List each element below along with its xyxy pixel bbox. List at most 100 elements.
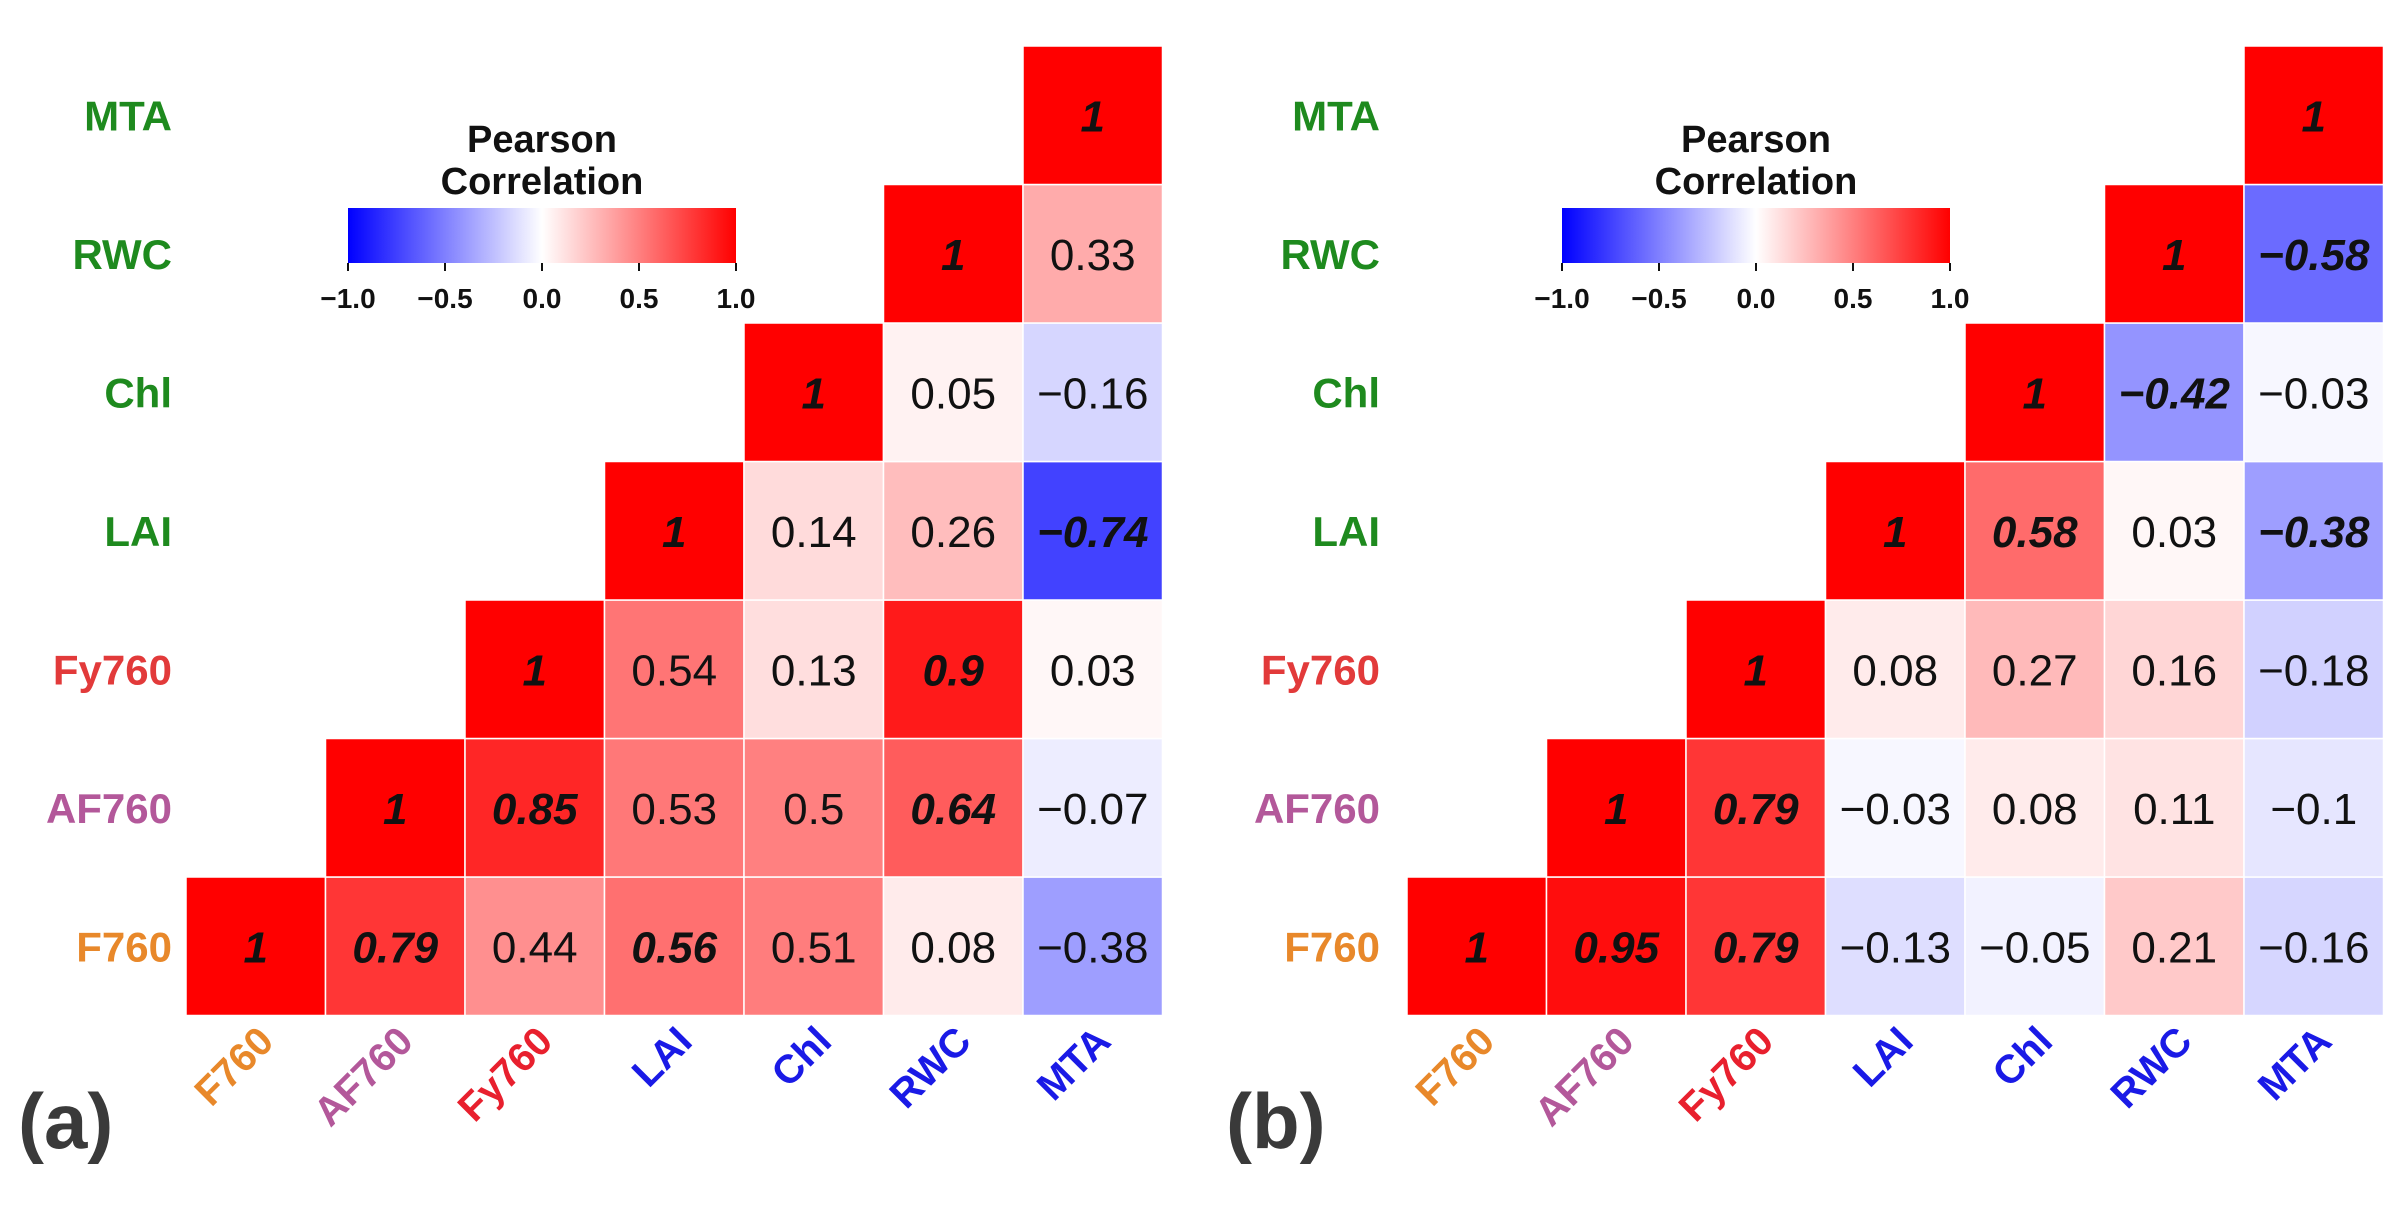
cell-value-label: 0.03 xyxy=(1050,646,1136,695)
cell-value-label: −0.18 xyxy=(2258,646,2369,695)
x-tick-label: LAI xyxy=(624,1019,701,1096)
cell-value-label: 0.21 xyxy=(2131,923,2217,972)
cell-value-label: −0.03 xyxy=(2258,369,2369,418)
y-tick-label: LAI xyxy=(104,508,172,555)
cell-value-label: 1 xyxy=(802,369,826,418)
cell-value-label: 0.13 xyxy=(771,646,857,695)
cell-value-label: −0.38 xyxy=(1037,923,1148,972)
heatmap-cell xyxy=(603,737,745,878)
colorbar-title-line1: Pearson xyxy=(467,119,617,161)
cell-value-label: 1 xyxy=(1744,646,1768,695)
cell-value-label: 1 xyxy=(662,508,686,557)
colorbar xyxy=(348,208,736,263)
heatmap-cell xyxy=(882,460,1024,601)
y-tick-label: LAI xyxy=(1312,508,1380,555)
cell-value-label: 0.79 xyxy=(1713,785,1799,834)
x-tick-label: F760 xyxy=(1408,1019,1504,1115)
cell-value-label: 0.14 xyxy=(771,508,857,557)
heatmap-cell xyxy=(2243,599,2385,740)
cell-value-label: 0.5 xyxy=(783,785,844,834)
heatmap-cell xyxy=(603,599,745,740)
cell-value-label: 0.08 xyxy=(910,923,996,972)
cell-value-label: 0.33 xyxy=(1050,231,1136,280)
cell-value-label: 0.44 xyxy=(492,923,578,972)
y-tick-label: RWC xyxy=(72,231,172,278)
cell-value-label: 0.03 xyxy=(2131,508,2217,557)
cell-value-label: 1 xyxy=(1883,508,1907,557)
panel-0: 1 0.79 0.44 0.56 0.51 0.08 −0.381 0.85 0.53 0.5 0.… xyxy=(18,45,1164,1165)
cell-value-label: 1 xyxy=(2302,92,2326,141)
cell-value-label: −0.58 xyxy=(2258,231,2370,280)
colorbar-tick-label: −1.0 xyxy=(1534,283,1589,314)
heatmap-cell xyxy=(185,876,327,1017)
colorbar-tick-label: 0.0 xyxy=(1737,283,1776,314)
colorbar-tick-label: −1.0 xyxy=(320,283,375,314)
heatmap-cell xyxy=(1964,322,2106,463)
heatmap-cell xyxy=(743,460,885,601)
heatmap-cell xyxy=(464,599,606,740)
colorbar-tick-label: 1.0 xyxy=(1931,283,1970,314)
heatmap-cell xyxy=(1022,876,1164,1017)
x-tick-label: LAI xyxy=(1845,1019,1922,1096)
heatmap-cell xyxy=(1545,737,1687,878)
cell-value-label: −0.38 xyxy=(2258,508,2370,557)
heatmap-cell xyxy=(1406,876,1548,1017)
heatmap-cell xyxy=(1022,322,1164,463)
cell-value-label: 0.27 xyxy=(1992,646,2078,695)
cell-value-label: 0.05 xyxy=(910,369,996,418)
colorbar-tick-label: −0.5 xyxy=(1631,283,1686,314)
y-tick-label: Fy760 xyxy=(1261,646,1380,693)
cell-value-label: −0.07 xyxy=(1037,785,1148,834)
cell-value-label: −0.1 xyxy=(2270,785,2357,834)
cell-value-label: 0.56 xyxy=(631,923,717,972)
colorbar-tick-label: −0.5 xyxy=(417,283,472,314)
heatmap-cell xyxy=(882,737,1024,878)
cell-value-label: −0.16 xyxy=(1037,369,1148,418)
cell-value-label: 1 xyxy=(1081,92,1105,141)
cell-value-label: 1 xyxy=(244,923,268,972)
cell-value-label: 0.08 xyxy=(1852,646,1938,695)
heatmap-cell xyxy=(603,876,745,1017)
cell-value-label: 1 xyxy=(2162,231,2186,280)
y-tick-label: Chl xyxy=(104,369,172,416)
x-tick-label: RWC xyxy=(881,1019,979,1117)
cell-value-label: −0.03 xyxy=(1840,785,1951,834)
cell-value-label: 0.16 xyxy=(2131,646,2217,695)
heatmap-cell xyxy=(1022,45,1164,186)
cell-value-label: 1 xyxy=(2023,369,2047,418)
cell-value-label: −0.74 xyxy=(1037,508,1148,557)
cell-value-label: 0.08 xyxy=(1992,785,2078,834)
cell-value-label: 0.11 xyxy=(2133,785,2215,834)
heatmap-cell xyxy=(743,322,885,463)
x-tick-label: Chl xyxy=(1984,1019,2061,1096)
heatmap-cell xyxy=(464,737,606,878)
colorbar-tick-label: 1.0 xyxy=(717,283,756,314)
heatmap-cell xyxy=(2243,460,2385,601)
y-tick-label: MTA xyxy=(84,92,172,139)
heatmap-cell xyxy=(1685,599,1827,740)
heatmap-cell xyxy=(2103,876,2245,1017)
heatmap-cell xyxy=(2103,322,2245,463)
colorbar-title-line2: Correlation xyxy=(1655,161,1858,203)
panel-1: 1 0.95 0.79 −0.13 −0.05 0.21 −0.16 1 0.79 −0.03 0.… xyxy=(1226,45,2385,1165)
cell-value-label: 1 xyxy=(1465,923,1489,972)
colorbar xyxy=(1562,208,1950,263)
cell-value-label: 0.26 xyxy=(910,508,996,557)
y-tick-label: RWC xyxy=(1280,231,1380,278)
heatmap-cell xyxy=(743,876,885,1017)
cell-value-label: 1 xyxy=(941,231,965,280)
x-tick-label: AF760 xyxy=(306,1019,422,1135)
cell-value-label: −0.42 xyxy=(2119,369,2231,418)
cell-value-label: 0.79 xyxy=(1713,923,1799,972)
cell-value-label: 0.54 xyxy=(631,646,717,695)
heatmap-cell xyxy=(1022,737,1164,878)
heatmap-cell xyxy=(324,876,466,1017)
y-tick-label: Fy760 xyxy=(53,646,172,693)
cell-value-label: 0.53 xyxy=(631,785,717,834)
cell-value-label: 0.95 xyxy=(1573,923,1659,972)
heatmap-cell xyxy=(1824,460,1966,601)
cell-value-label: 0.9 xyxy=(923,646,985,695)
y-tick-label: Chl xyxy=(1312,369,1380,416)
heatmap-cell xyxy=(882,876,1024,1017)
heatmap-cell xyxy=(1964,737,2106,878)
